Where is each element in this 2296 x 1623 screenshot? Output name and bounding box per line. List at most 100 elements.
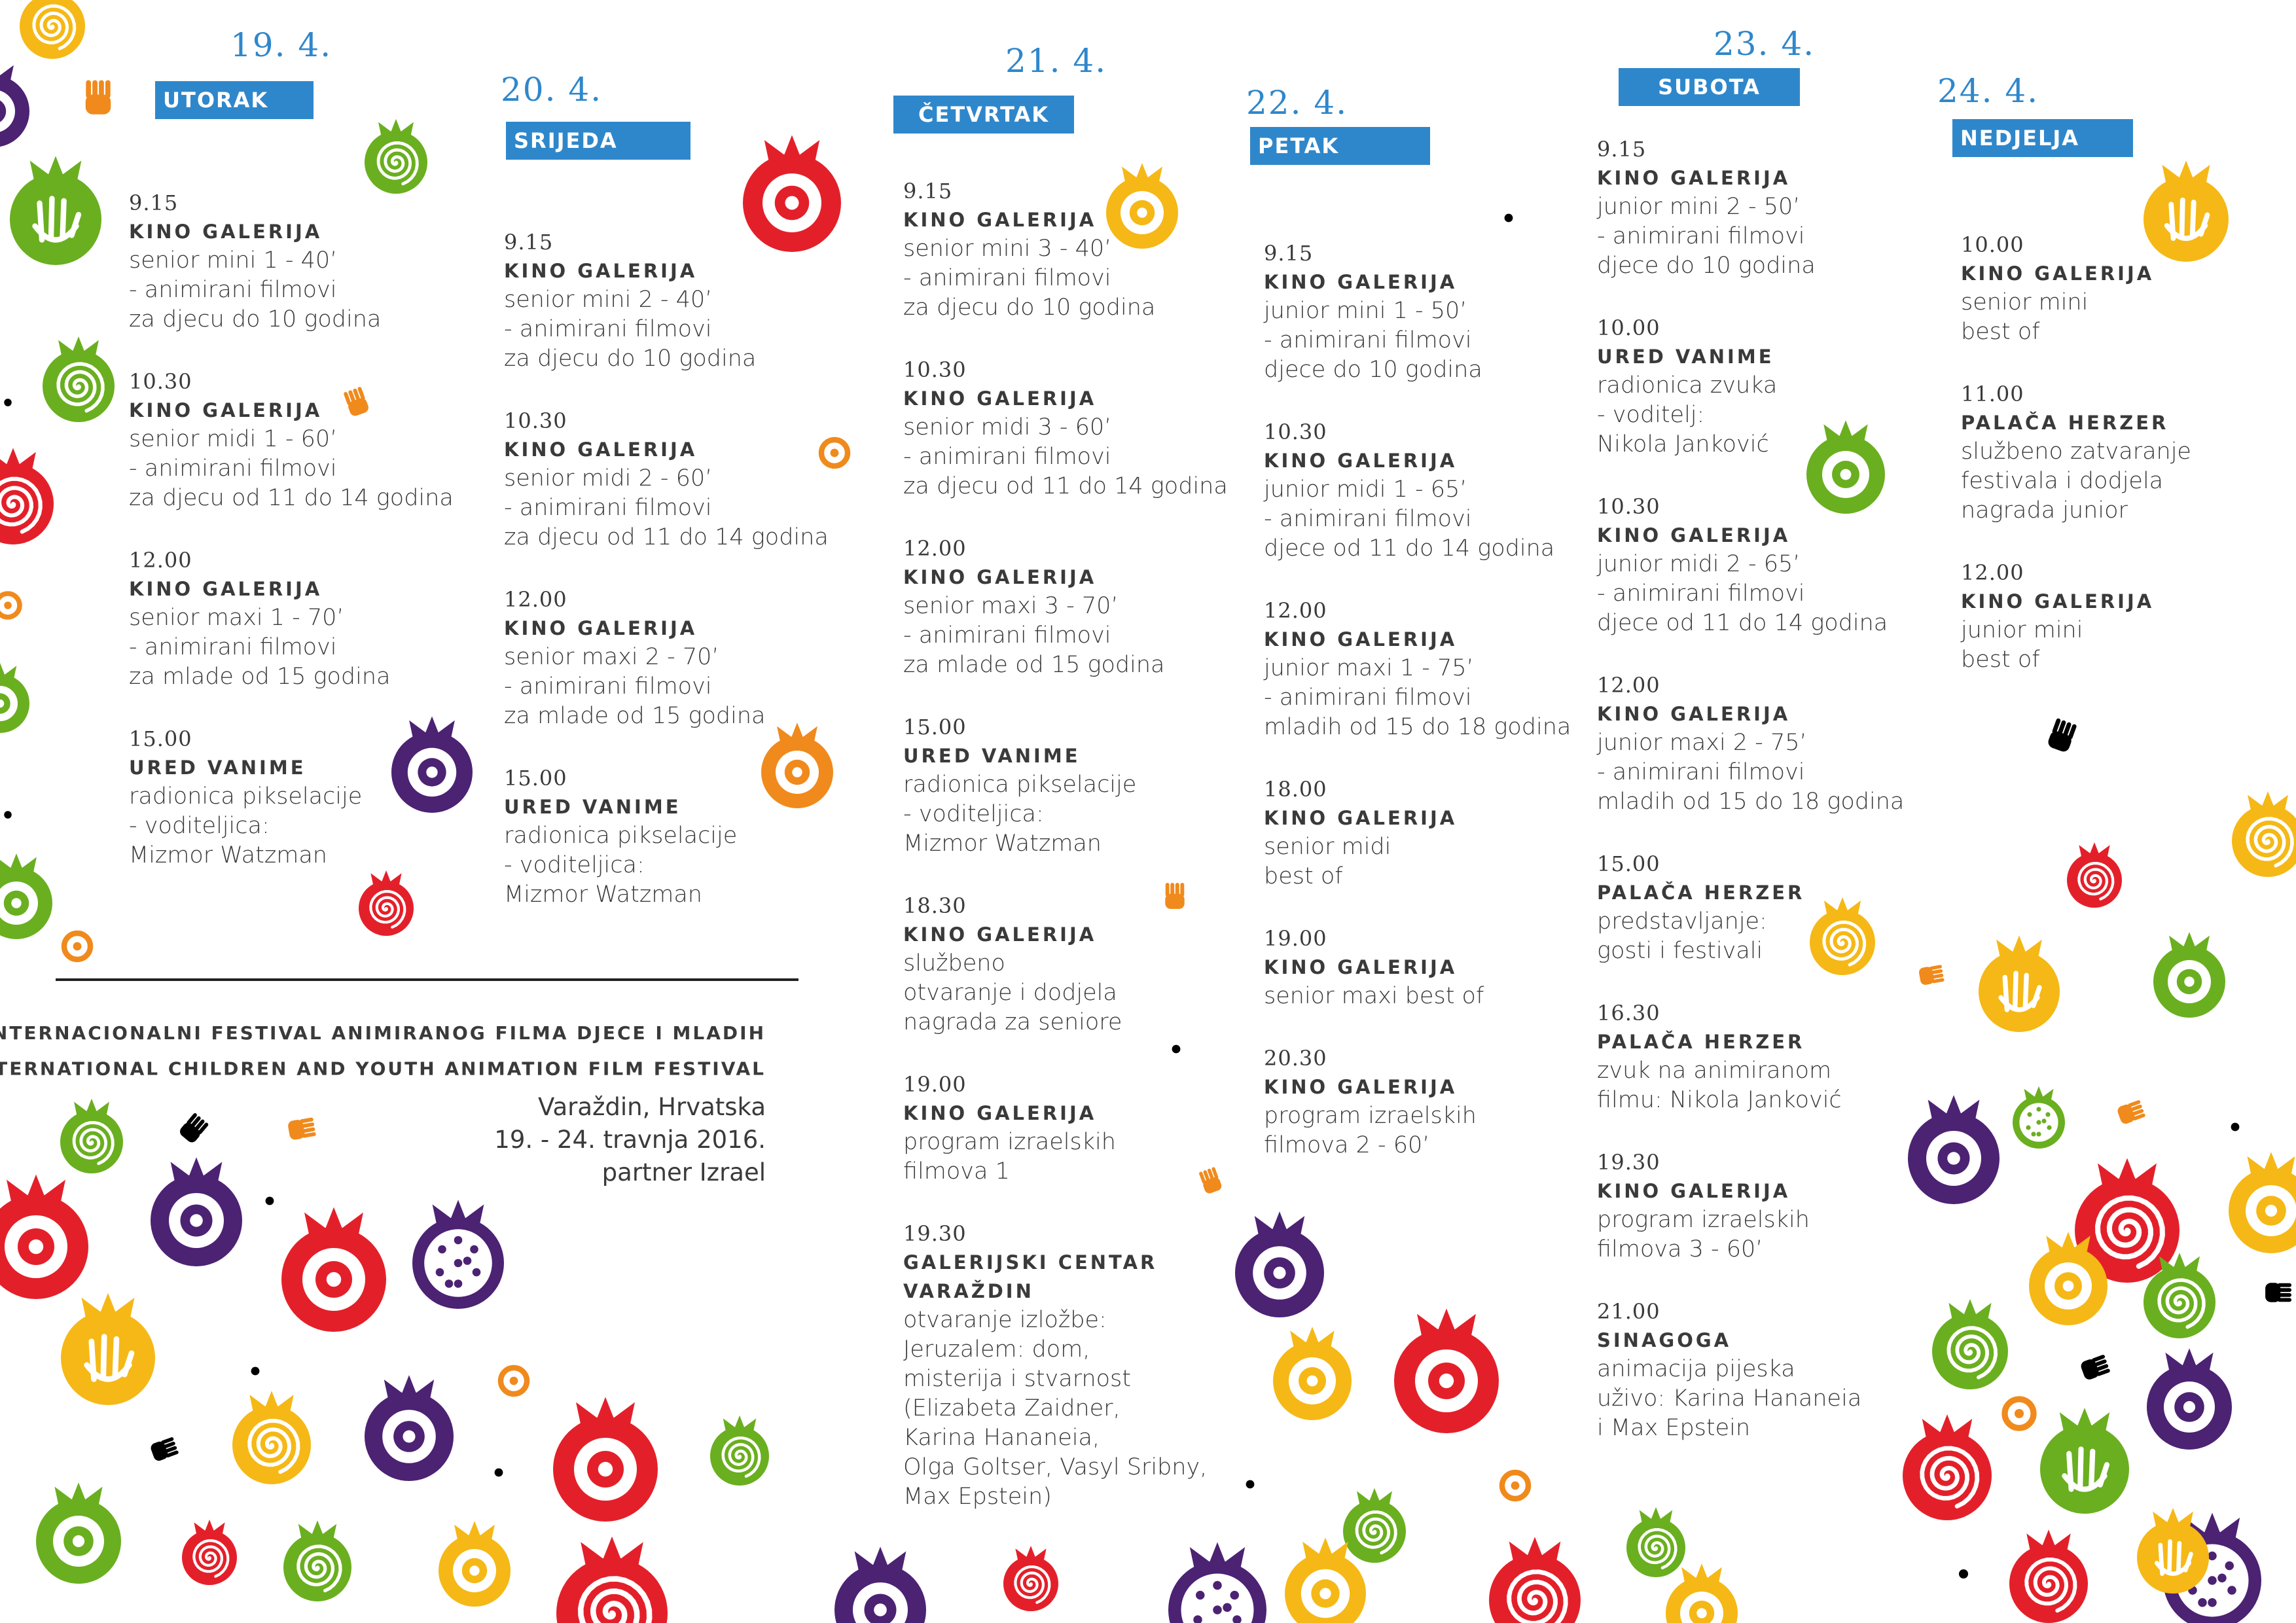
hand-icon bbox=[1199, 1167, 1222, 1194]
event-item: 19.30 galerijski centar varaždin otvaranje… bbox=[903, 1219, 1270, 1512]
event-description-line: filmova 3 - 60’ bbox=[1597, 1236, 1763, 1262]
event-venue: ured vanime bbox=[903, 745, 1081, 767]
event-description-line: službeno bbox=[903, 950, 1005, 976]
spiral-pomegranate-icon bbox=[2232, 791, 2296, 877]
day-label: UTORAK bbox=[155, 81, 314, 119]
day-label: PETAK bbox=[1250, 127, 1430, 165]
event-time: 19.30 bbox=[903, 1221, 967, 1246]
day-label: NEDJELJA bbox=[1952, 119, 2133, 157]
event-item: 21.00 sinagoga animacija pijeska uživo: Kar… bbox=[1597, 1297, 1964, 1443]
spiral-pomegranate-icon bbox=[2144, 1253, 2215, 1338]
event-venue: kino galerija bbox=[1961, 262, 2155, 285]
target-pomegranate-icon bbox=[0, 1174, 88, 1299]
event-description-line: - animirani filmovi bbox=[903, 444, 1111, 470]
event-time: 15.00 bbox=[903, 715, 967, 740]
seed-pomegranate-icon bbox=[2013, 1086, 2065, 1149]
event-description-line: zvuk na animiranom bbox=[1597, 1058, 1832, 1084]
event-description-line: djece od 11 do 14 godina bbox=[1597, 610, 1888, 636]
event-description-line: best of bbox=[1264, 863, 1343, 889]
event-list: 9.15 kino galerija junior mini 2 - 50’ - an… bbox=[1597, 135, 1964, 1476]
event-venue: palača herzer bbox=[1597, 1031, 1805, 1053]
event-description-line: junior midi 1 - 65’ bbox=[1264, 476, 1467, 503]
target-pomegranate-icon bbox=[834, 1546, 926, 1623]
day-label: ČETVRTAK bbox=[893, 96, 1074, 134]
event-description-line: senior mini 3 - 40’ bbox=[903, 236, 1112, 262]
spiral-pomegranate-icon bbox=[283, 1520, 351, 1601]
spiral-pomegranate-icon bbox=[1489, 1537, 1581, 1623]
event-venue: kino galerija bbox=[1597, 167, 1791, 189]
ring-dot-icon bbox=[265, 1196, 274, 1205]
ring-dot-icon bbox=[4, 811, 12, 819]
event-description-line: festivala i dodjela bbox=[1961, 468, 2164, 494]
event-description-line: senior midi bbox=[1264, 834, 1391, 860]
event-description-line: senior midi 1 - 60’ bbox=[129, 426, 338, 452]
event-list: 9.15 kino galerija junior mini 1 - 50’ - an… bbox=[1264, 239, 1630, 1193]
day-date: 24. 4. bbox=[1937, 72, 2039, 110]
event-description-line: za mlade od 15 godina bbox=[504, 703, 766, 729]
day-date: 19. 4. bbox=[230, 26, 332, 64]
event-time: 18.00 bbox=[1264, 777, 1327, 802]
event-description-line: Jeruzalem: dom, bbox=[903, 1336, 1090, 1363]
event-description-line: uživo: Karina Hananeia bbox=[1597, 1385, 1862, 1412]
spiral-pomegranate-icon bbox=[43, 336, 115, 422]
event-description-line: djece do 10 godina bbox=[1264, 357, 1482, 383]
ring-dot-icon bbox=[1246, 1480, 1255, 1489]
event-list: 9.15 kino galerija senior mini 3 - 40’ - an… bbox=[903, 177, 1270, 1544]
event-description-line: otvaranje izložbe: bbox=[903, 1307, 1107, 1333]
event-venue: kino galerija bbox=[1961, 590, 2155, 613]
event-description-line: za djecu od 11 do 14 godina bbox=[504, 524, 829, 550]
event-item: 19.30 kino galerija program izraelskih film… bbox=[1597, 1148, 1964, 1264]
event-item: 9.15 kino galerija senior mini 1 - 40’ - an… bbox=[129, 188, 495, 334]
event-description-line: - animirani filmovi bbox=[1264, 506, 1472, 532]
hand-icon bbox=[288, 1117, 316, 1140]
event-description-line: nagrada za seniore bbox=[903, 1009, 1122, 1035]
ring-dot-icon bbox=[2001, 1396, 2037, 1431]
spiral-pomegranate-icon bbox=[0, 448, 54, 544]
target-pomegranate-icon bbox=[2147, 1348, 2232, 1450]
target-pomegranate-icon bbox=[1106, 163, 1178, 249]
event-description-line: junior mini 2 - 50’ bbox=[1597, 194, 1801, 220]
event-description-line: program izraelskih bbox=[1264, 1103, 1477, 1129]
seed-pomegranate-icon bbox=[1168, 1542, 1266, 1623]
event-description-line: - animirani filmovi bbox=[903, 265, 1111, 291]
spiral-pomegranate-icon bbox=[365, 118, 427, 194]
event-item: 10.30 kino galerija junior midi 1 - 65’ - a… bbox=[1264, 418, 1630, 563]
festival-location: Varaždin, Hrvatska bbox=[538, 1093, 766, 1122]
event-description-line: - animirani filmovi bbox=[1597, 580, 1805, 607]
target-pomegranate-icon bbox=[281, 1207, 386, 1332]
event-description-line: senior mini bbox=[1961, 289, 2089, 315]
event-item: 18.00 kino galerija senior midi best of bbox=[1264, 775, 1630, 891]
event-time: 11.00 bbox=[1961, 382, 2024, 406]
event-time: 10.00 bbox=[1597, 315, 1660, 340]
day-label: SRIJEDA bbox=[506, 122, 691, 160]
spiral-pomegranate-icon bbox=[1932, 1298, 2008, 1389]
event-item: 10.30 kino galerija senior midi 2 - 60’ - a… bbox=[504, 406, 870, 552]
ring-dot-icon bbox=[0, 591, 22, 620]
event-time: 21.00 bbox=[1597, 1299, 1660, 1324]
festival-info: 7. internacionalni festival animiranog f… bbox=[0, 1018, 766, 1189]
event-time: 15.00 bbox=[129, 726, 192, 751]
event-venue: sinagoga bbox=[1597, 1329, 1732, 1351]
event-venue: palača herzer bbox=[1961, 412, 2169, 434]
event-description-line: program izraelskih bbox=[1597, 1207, 1810, 1233]
hand-pomegranate-icon bbox=[61, 1293, 155, 1405]
event-description-line: senior mini 2 - 40’ bbox=[504, 287, 713, 313]
event-venue: kino galerija bbox=[1264, 1076, 1458, 1098]
event-description-line: za djecu do 10 godina bbox=[903, 294, 1156, 321]
ring-dot-icon bbox=[4, 399, 12, 406]
ring-dot-icon bbox=[61, 930, 94, 963]
event-item: 9.15 kino galerija senior mini 3 - 40’ - an… bbox=[903, 177, 1270, 323]
event-description-line: program izraelskih bbox=[903, 1129, 1116, 1155]
day-label: SUBOTA bbox=[1619, 68, 1800, 106]
event-time: 12.00 bbox=[504, 587, 567, 612]
event-description-line: best of bbox=[1961, 319, 2040, 345]
target-pomegranate-icon bbox=[1806, 420, 1885, 514]
event-time: 10.00 bbox=[1961, 232, 2024, 257]
event-description-line: junior mini bbox=[1961, 617, 2083, 643]
event-description-line: mladih od 15 do 18 godina bbox=[1597, 789, 1905, 815]
event-item: 15.00 palača herzer predstavljanje: gosti i… bbox=[1597, 849, 1964, 966]
event-item: 9.15 kino galerija senior mini 2 - 40’ - an… bbox=[504, 228, 870, 374]
event-item: 16.30 palača herzer zvuk na animiranom film… bbox=[1597, 999, 1964, 1115]
event-item: 15.00 ured vanime radionica pikselacije - v… bbox=[504, 764, 870, 910]
event-time: 12.00 bbox=[129, 548, 192, 573]
